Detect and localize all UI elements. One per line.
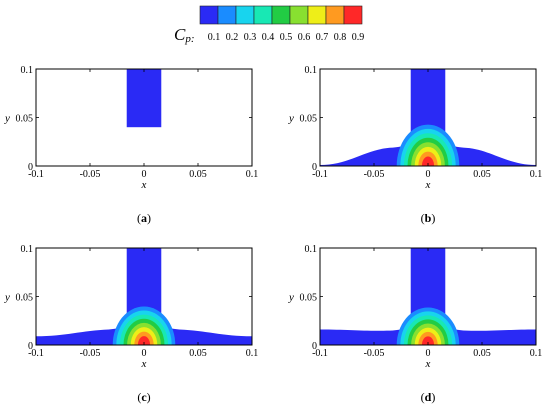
colorbar-swatch: [217, 5, 237, 25]
panel-a: -0.1 -0.05 0 0.05 0.1 0 0.05 0.1 x y (a): [4, 65, 258, 225]
colorbar-swatch: [271, 5, 291, 25]
y-axis-label: y: [288, 292, 294, 304]
pressure-contours: [112, 306, 176, 345]
colorbar-swatch: [199, 5, 219, 25]
pressure-contours: [396, 307, 460, 345]
y-tick-label: 0.05: [16, 114, 34, 125]
x-tick-label: -0.1: [28, 348, 44, 359]
y-tick-label: 0: [312, 162, 317, 173]
y-tick-label: 0.05: [300, 114, 318, 125]
x-tick-label: -0.1: [312, 348, 328, 359]
contour-level: [421, 336, 435, 345]
colorbar-tick-label: 0.3: [244, 32, 257, 43]
colorbar-tick-label: 0.6: [298, 32, 311, 43]
y-axis-label: y: [288, 113, 294, 125]
y-tick-label: 0.05: [300, 293, 318, 304]
x-tick-label: 0: [142, 348, 147, 359]
subfigure-label: (a): [137, 211, 151, 225]
y-tick-label: 0.1: [21, 244, 34, 255]
x-tick-label: 0.1: [246, 348, 259, 359]
fluid-region: [320, 248, 536, 345]
x-tick-label: -0.05: [80, 169, 101, 180]
colorbar-tick-label: 0.2: [226, 32, 239, 43]
colorbar-tick-label: 0.7: [316, 32, 329, 43]
x-axis-label: x: [141, 179, 147, 191]
colorbar-swatch: [289, 5, 309, 25]
panel-d: -0.1 -0.05 0 0.05 0.1 0 0.05 0.1 x y (d): [288, 244, 542, 404]
x-tick-label: 0: [426, 169, 431, 180]
colorbar-tick-label: 0.5: [280, 32, 293, 43]
x-tick-label: -0.05: [364, 348, 385, 359]
subfigure-label: (d): [421, 390, 436, 404]
y-axis-label: y: [4, 113, 10, 125]
colorbar-tick-label: 0.4: [262, 32, 275, 43]
subfigure-label: (b): [421, 211, 436, 225]
x-tick-label: 0.05: [189, 348, 207, 359]
x-tick-label: 0: [426, 348, 431, 359]
x-axis-label: x: [425, 358, 431, 370]
x-tick-label: -0.1: [312, 169, 328, 180]
x-tick-label: -0.05: [80, 348, 101, 359]
x-tick-label: 0: [142, 169, 147, 180]
colorbar-swatch: [235, 5, 255, 25]
contour-level: [421, 156, 435, 166]
colorbar-swatch: [253, 5, 273, 25]
colorbar-swatch: [307, 5, 327, 25]
panel-b: -0.1 -0.05 0 0.05 0.1 0 0.05 0.1 x y (b): [288, 65, 542, 225]
colorbar-tick-label: 0.8: [334, 32, 347, 43]
x-tick-label: 0.05: [189, 169, 207, 180]
y-axis-label: y: [4, 292, 10, 304]
x-tick-label: 0.1: [530, 348, 543, 359]
fluid-region: [36, 248, 252, 345]
x-axis-label: x: [141, 358, 147, 370]
colorbar-swatch: [343, 5, 363, 25]
subfigure-label: (c): [137, 390, 150, 404]
colorbar: Cp: 0.1 0.2 0.3 0.4 0.5 0.6 0.7 0.8 0.9: [174, 5, 365, 45]
x-tick-label: 0.1: [530, 169, 543, 180]
y-tick-label: 0.1: [305, 65, 318, 76]
x-tick-label: 0.1: [246, 169, 259, 180]
y-tick-label: 0.1: [305, 244, 318, 255]
panel-c: -0.1 -0.05 0 0.05 0.1 0 0.05 0.1 x y (c): [4, 244, 258, 404]
colorbar-tick-label: 0.1: [208, 32, 221, 43]
colorbar-label: Cp:: [174, 25, 195, 45]
contour-level: [137, 336, 151, 345]
colorbar-tick-label: 0.9: [352, 32, 365, 43]
y-tick-label: 0: [28, 162, 33, 173]
contour-panels: -0.1 -0.05 0 0.05 0.1 0 0.05 0.1 x y (a) -0.1 -0.05 0…: [4, 65, 542, 404]
jet-column: [126, 69, 162, 128]
x-axis-label: x: [425, 179, 431, 191]
x-tick-label: -0.05: [364, 169, 385, 180]
y-tick-label: 0.05: [16, 293, 34, 304]
x-tick-label: -0.1: [28, 169, 44, 180]
y-tick-label: 0: [28, 341, 33, 352]
y-tick-label: 0: [312, 341, 317, 352]
pressure-contours: [396, 124, 460, 166]
colorbar-swatch: [325, 5, 345, 25]
y-tick-label: 0.1: [21, 65, 34, 76]
fluid-region: [320, 69, 536, 166]
x-tick-label: 0.05: [473, 169, 491, 180]
x-tick-label: 0.05: [473, 348, 491, 359]
